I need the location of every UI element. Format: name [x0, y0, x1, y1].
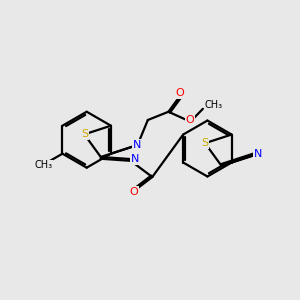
Text: S: S — [202, 138, 208, 148]
Text: CH₃: CH₃ — [204, 100, 223, 110]
Text: O: O — [129, 187, 138, 197]
Text: N: N — [130, 154, 139, 164]
Text: O: O — [175, 88, 184, 98]
Text: CH₃: CH₃ — [34, 160, 52, 170]
Text: N: N — [133, 140, 142, 150]
Text: N: N — [254, 149, 262, 159]
Text: S: S — [81, 129, 88, 140]
Text: O: O — [186, 115, 195, 125]
